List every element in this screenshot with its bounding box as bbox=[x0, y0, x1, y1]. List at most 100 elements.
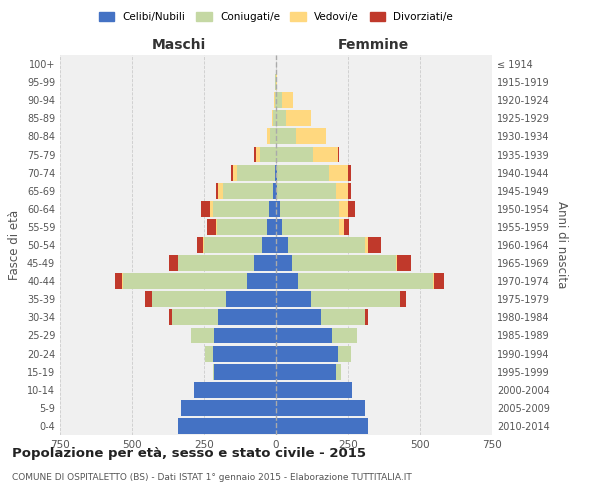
Bar bbox=[194, 382, 276, 398]
Bar bbox=[276, 110, 286, 126]
Bar bbox=[282, 92, 293, 108]
Bar bbox=[181, 400, 276, 416]
Bar bbox=[275, 164, 276, 180]
Bar bbox=[152, 292, 226, 307]
Bar bbox=[273, 183, 276, 198]
Text: Femmine: Femmine bbox=[338, 38, 409, 52]
Bar bbox=[400, 292, 406, 307]
Bar bbox=[338, 146, 340, 162]
Bar bbox=[287, 237, 365, 253]
Bar bbox=[344, 219, 349, 235]
Bar bbox=[268, 128, 270, 144]
Bar bbox=[223, 183, 273, 198]
Bar bbox=[276, 418, 368, 434]
Bar bbox=[286, 110, 311, 126]
Bar bbox=[226, 292, 276, 307]
Text: Maschi: Maschi bbox=[152, 38, 206, 52]
Bar bbox=[178, 418, 276, 434]
Bar bbox=[433, 273, 434, 289]
Bar bbox=[276, 255, 292, 271]
Bar bbox=[218, 310, 276, 326]
Bar bbox=[296, 128, 326, 144]
Bar bbox=[270, 128, 276, 144]
Bar bbox=[332, 328, 356, 344]
Bar bbox=[115, 273, 122, 289]
Bar bbox=[268, 219, 276, 235]
Bar bbox=[276, 128, 296, 144]
Bar bbox=[365, 237, 368, 253]
Bar bbox=[203, 237, 204, 253]
Bar bbox=[337, 183, 348, 198]
Bar bbox=[124, 273, 247, 289]
Bar bbox=[365, 310, 368, 326]
Bar bbox=[272, 110, 273, 126]
Bar bbox=[276, 364, 337, 380]
Bar bbox=[276, 164, 277, 180]
Bar bbox=[280, 201, 340, 217]
Text: Popolazione per età, sesso e stato civile - 2015: Popolazione per età, sesso e stato civil… bbox=[12, 448, 366, 460]
Bar bbox=[276, 183, 277, 198]
Text: COMUNE DI OSPITALETTO (BS) - Dati ISTAT 1° gennaio 2015 - Elaborazione TUTTITALI: COMUNE DI OSPITALETTO (BS) - Dati ISTAT … bbox=[12, 473, 412, 482]
Bar bbox=[395, 255, 397, 271]
Bar bbox=[145, 292, 152, 307]
Bar bbox=[348, 164, 351, 180]
Bar bbox=[256, 146, 260, 162]
Bar bbox=[275, 92, 276, 108]
Bar bbox=[214, 364, 276, 380]
Bar bbox=[276, 328, 332, 344]
Bar bbox=[298, 273, 433, 289]
Bar bbox=[276, 237, 287, 253]
Bar bbox=[282, 219, 340, 235]
Bar bbox=[169, 310, 172, 326]
Bar bbox=[276, 310, 320, 326]
Bar bbox=[247, 273, 276, 289]
Bar bbox=[276, 201, 280, 217]
Bar bbox=[262, 237, 276, 253]
Bar bbox=[254, 146, 256, 162]
Bar bbox=[276, 273, 298, 289]
Bar bbox=[217, 219, 268, 235]
Bar bbox=[368, 237, 381, 253]
Bar bbox=[276, 219, 282, 235]
Bar bbox=[218, 183, 223, 198]
Bar bbox=[276, 146, 313, 162]
Bar bbox=[311, 292, 400, 307]
Bar bbox=[338, 346, 351, 362]
Bar bbox=[329, 164, 348, 180]
Bar bbox=[276, 292, 311, 307]
Bar bbox=[178, 255, 254, 271]
Bar bbox=[276, 74, 277, 90]
Bar bbox=[232, 164, 233, 180]
Bar bbox=[273, 110, 276, 126]
Bar bbox=[292, 255, 395, 271]
Bar bbox=[434, 273, 445, 289]
Bar bbox=[122, 273, 124, 289]
Bar bbox=[212, 364, 214, 380]
Bar bbox=[215, 183, 218, 198]
Bar bbox=[320, 310, 365, 326]
Bar bbox=[210, 201, 212, 217]
Bar bbox=[276, 400, 365, 416]
Bar bbox=[212, 201, 269, 217]
Bar bbox=[237, 164, 275, 180]
Bar bbox=[313, 146, 338, 162]
Bar bbox=[337, 364, 341, 380]
Bar bbox=[201, 201, 210, 217]
Bar bbox=[197, 237, 203, 253]
Bar bbox=[172, 310, 218, 326]
Bar bbox=[277, 183, 337, 198]
Bar bbox=[340, 219, 344, 235]
Bar bbox=[212, 346, 276, 362]
Bar bbox=[276, 382, 352, 398]
Bar bbox=[207, 219, 215, 235]
Y-axis label: Anni di nascita: Anni di nascita bbox=[555, 202, 568, 288]
Bar bbox=[205, 346, 212, 362]
Bar bbox=[191, 328, 214, 344]
Bar bbox=[260, 146, 276, 162]
Bar bbox=[269, 201, 276, 217]
Legend: Celibi/Nubili, Coniugati/e, Vedovi/e, Divorziati/e: Celibi/Nubili, Coniugati/e, Vedovi/e, Di… bbox=[95, 8, 457, 26]
Bar bbox=[276, 346, 338, 362]
Bar bbox=[340, 201, 348, 217]
Bar bbox=[204, 237, 262, 253]
Y-axis label: Fasce di età: Fasce di età bbox=[8, 210, 21, 280]
